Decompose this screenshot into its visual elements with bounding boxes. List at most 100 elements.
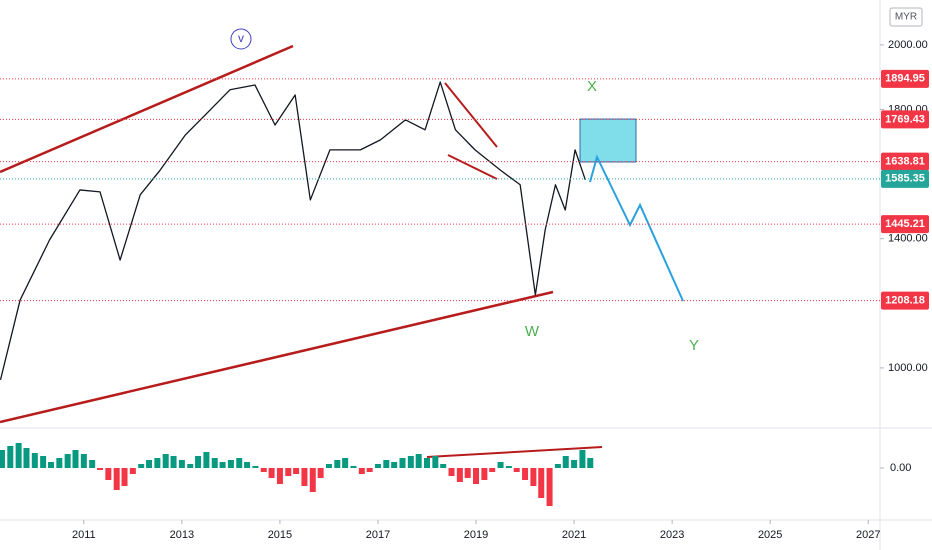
osc-bar [129,468,136,474]
price-label: 1638.81 [885,155,925,167]
osc-bar [489,468,496,472]
wedge-line [447,154,498,180]
price-label-bg [881,169,929,188]
osc-bar [317,468,324,478]
osc-bar [342,458,349,468]
osc-bar [562,456,569,468]
osc-bar [236,458,243,468]
osc-bar [146,460,153,468]
osc-bar [522,468,529,480]
osc-bar [268,468,275,478]
osc-tick-label: 0.00 [890,462,911,474]
osc-bar [432,456,439,468]
osc-bar [0,450,5,468]
wedge-line [444,82,498,148]
osc-bar [456,468,463,482]
osc-bar [538,468,545,498]
osc-bar [464,468,471,478]
x-tick-label: 2025 [758,529,782,541]
price-label: 1208.18 [885,295,925,307]
osc-bar [15,443,22,468]
osc-bar [513,468,520,472]
osc-bar [497,462,504,468]
osc-bar [587,458,594,468]
osc-bar [7,446,14,468]
osc-bar [276,468,283,484]
osc-bar [350,466,357,468]
x-tick-label: 2015 [268,529,292,541]
trendline [0,44,294,174]
osc-bar [505,466,512,468]
osc-bar [211,458,218,468]
osc-bar [23,448,30,468]
osc-bar [301,468,308,486]
y-tick-label: 1400.00 [888,233,928,245]
price-line [0,81,586,381]
osc-bar [334,460,341,468]
osc-bar [546,468,553,506]
osc-bar [383,460,390,468]
wave-label: Y [689,337,699,354]
price-label-bg [881,152,929,171]
x-tick-label: 2027 [856,529,880,541]
osc-bar [415,454,422,468]
osc-bar [227,460,234,468]
osc-bar [64,454,71,468]
price-label: 1894.95 [885,73,925,85]
x-tick-label: 2013 [170,529,194,541]
x-tick-label: 2023 [660,529,684,541]
osc-bar [113,468,120,490]
price-label: 1445.21 [885,218,925,230]
osc-bar [252,466,259,468]
osc-bar [285,468,292,476]
osc-bar [138,464,145,468]
price-label-bg [881,110,929,129]
osc-bar [47,462,54,468]
osc-bar [293,468,300,474]
osc-bar [170,456,177,468]
projection-path [589,154,684,302]
osc-bar [579,450,586,468]
osc-bar [195,456,202,468]
oscillator-trendline [426,446,603,458]
osc-bar [391,462,398,468]
osc-bar [530,468,537,486]
trendline [0,290,554,424]
osc-bar [178,460,185,468]
osc-bar [473,468,480,484]
price-label-bg [881,69,929,88]
osc-bar [154,458,161,468]
osc-bar [97,468,104,470]
osc-bar [31,453,38,468]
osc-bar [72,450,79,468]
osc-bar [121,468,128,486]
osc-bar [374,464,381,468]
osc-bar [399,458,406,468]
x-tick-label: 2021 [562,529,586,541]
osc-bar [407,456,414,468]
y-tick-label: 1000.00 [888,362,928,374]
osc-bar [325,464,332,468]
wave-circle [230,28,252,50]
price-label-bg [881,291,929,310]
osc-bar [358,468,365,474]
osc-bar [80,454,87,468]
wave-label: W [525,323,540,340]
osc-bar [56,458,63,468]
currency-label: MYR [895,12,917,23]
target-box [579,118,637,163]
osc-bar [448,468,455,476]
currency-box[interactable] [889,7,923,27]
osc-bar [187,464,194,468]
price-label-bg [881,215,929,234]
osc-bar [440,464,447,468]
osc-bar [162,454,169,468]
osc-bar [260,468,267,472]
osc-bar [424,458,431,468]
wave-label: X [587,78,597,95]
osc-bar [40,456,47,468]
price-label: 1585.35 [885,173,925,185]
y-tick-label: 2000.00 [888,39,928,51]
osc-bar [554,464,561,468]
